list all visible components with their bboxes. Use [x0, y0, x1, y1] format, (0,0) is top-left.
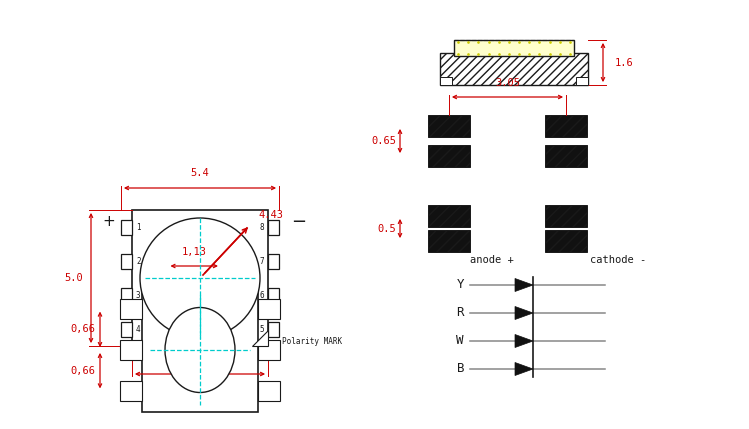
Polygon shape [515, 278, 533, 291]
Text: 3.05: 3.05 [495, 78, 520, 88]
Bar [258, 299, 280, 319]
Bar [258, 381, 280, 402]
Bar [545, 230, 587, 252]
Bar [545, 205, 587, 227]
Bar [142, 288, 258, 412]
Bar [121, 254, 132, 269]
Bar [428, 205, 470, 227]
Text: 5: 5 [259, 324, 264, 333]
Bar [121, 287, 132, 302]
Text: 5.4: 5.4 [191, 168, 210, 178]
Bar [440, 53, 588, 85]
Text: 2: 2 [136, 257, 141, 266]
Polygon shape [515, 335, 533, 347]
Bar [440, 77, 452, 85]
Text: 5.0: 5.0 [64, 273, 83, 283]
Ellipse shape [165, 308, 235, 393]
Bar [454, 40, 574, 56]
Polygon shape [515, 363, 533, 375]
Text: R: R [456, 306, 464, 320]
Text: −: − [291, 213, 306, 231]
Bar [120, 299, 142, 319]
Bar [132, 210, 268, 346]
Text: 6: 6 [259, 290, 264, 299]
Bar [428, 115, 470, 137]
Text: 0,66: 0,66 [70, 366, 95, 376]
Text: B: B [456, 363, 464, 375]
Text: cathode -: cathode - [590, 255, 646, 265]
Text: 5.0: 5.0 [191, 384, 210, 394]
Ellipse shape [140, 218, 260, 338]
Text: Polarity MARK: Polarity MARK [282, 336, 342, 345]
Text: W: W [456, 335, 464, 347]
Bar [120, 381, 142, 402]
Text: Y: Y [456, 278, 464, 291]
Text: 4.43: 4.43 [258, 210, 283, 220]
Text: 0,66: 0,66 [70, 324, 95, 334]
Bar [120, 340, 142, 360]
Text: 7: 7 [259, 257, 264, 266]
Text: 4: 4 [136, 324, 141, 333]
Bar [268, 220, 279, 235]
Text: anode +: anode + [470, 255, 514, 265]
Bar [268, 321, 279, 336]
Text: 1,13: 1,13 [182, 247, 207, 257]
Bar [121, 321, 132, 336]
Text: 0.5: 0.5 [377, 224, 396, 233]
Bar [258, 340, 280, 360]
Text: 0.65: 0.65 [371, 136, 396, 146]
Text: +: + [103, 214, 115, 230]
Text: 8: 8 [259, 223, 264, 232]
Bar [545, 145, 587, 167]
Bar [121, 220, 132, 235]
Text: 1.6: 1.6 [615, 57, 634, 67]
Polygon shape [515, 306, 533, 320]
Bar [545, 115, 587, 137]
Bar [428, 145, 470, 167]
Bar [268, 254, 279, 269]
Bar [576, 77, 588, 85]
Bar [428, 230, 470, 252]
Polygon shape [252, 330, 268, 346]
Text: 3: 3 [136, 290, 141, 299]
Text: 1: 1 [136, 223, 141, 232]
Bar [268, 287, 279, 302]
